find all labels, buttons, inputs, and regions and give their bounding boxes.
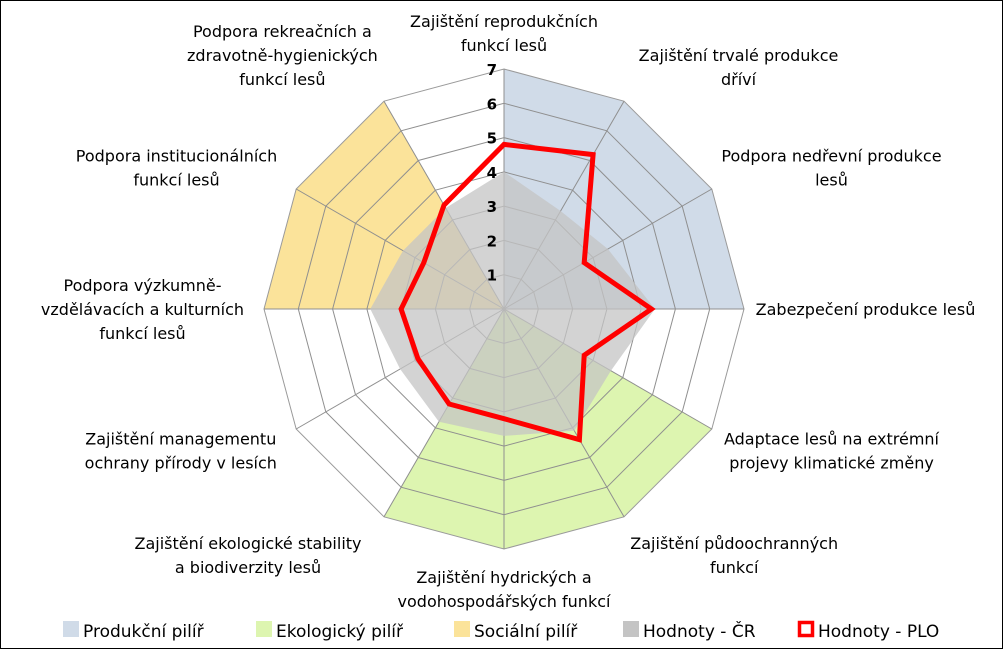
category-label: Zajištění ekologické stability a biodiver… — [134, 534, 361, 577]
tick-label: 1 — [487, 267, 497, 285]
legend-swatch — [63, 621, 79, 637]
category-label-line: a biodiverzity lesů — [175, 558, 321, 577]
category-label-line: lesů — [815, 171, 848, 190]
tick-label: 2 — [487, 232, 497, 250]
category-label: Adaptace lesů na extrémní projevy klimati… — [724, 429, 940, 472]
legend-item: Produkční pilíř — [63, 621, 205, 642]
tick-label: 6 — [487, 95, 497, 113]
legend-swatch — [623, 621, 639, 637]
category-label-line: Podpora rekreačních a — [193, 22, 372, 41]
category-label-line: funkcí lesů — [99, 324, 185, 343]
legend-swatch — [800, 623, 813, 636]
category-label-line: vodohospodářských funkcí — [398, 592, 611, 611]
legend-swatch — [454, 621, 470, 637]
category-label: Podpora rekreačních a zdravotně-hygienick… — [187, 22, 378, 89]
category-label-line: funkcí — [710, 558, 759, 577]
category-label: Zabezpečení produkce lesů — [756, 300, 976, 319]
category-label-line: projevy klimatické změny — [729, 453, 934, 472]
category-label-line: ochrany přírody v lesích — [85, 453, 277, 472]
category-label: Podpora nedřevní produkce lesů — [721, 147, 941, 190]
tick-label: 4 — [487, 164, 497, 182]
legend-item: Sociální pilíř — [454, 621, 578, 642]
category-label: Podpora institucionálních funkcí lesů — [76, 147, 277, 190]
legend-label: Hodnoty - ČR — [643, 620, 756, 642]
legend-item: Hodnoty - ČR — [623, 620, 756, 642]
category-label-line: Zajištění trvalé produkce — [639, 46, 839, 65]
category-label: Zajištění hydrických a vodohospodářských … — [398, 568, 611, 611]
legend-item: Ekologický pilíř — [256, 621, 404, 642]
legend-label: Hodnoty - PLO — [818, 622, 939, 642]
tick-label: 7 — [487, 61, 497, 79]
category-label-line: vzdělávacích a kulturních — [41, 300, 244, 319]
tick-label: 5 — [487, 130, 497, 148]
category-label-line: funkcí lesů — [133, 171, 219, 190]
legend-label: Ekologický pilíř — [276, 622, 404, 642]
category-label: Zajištění reprodukčních funkcí lesů — [410, 12, 598, 55]
category-label-line: Zajištění půdoochranných — [630, 534, 838, 553]
tick-label: 3 — [487, 198, 497, 216]
category-label-line: Podpora nedřevní produkce — [721, 147, 941, 166]
category-label: Zajištění managementu ochrany přírody v l… — [85, 429, 277, 472]
category-label: Zajištění půdoochranných funkcí — [630, 534, 838, 577]
category-label-line: Podpora výzkumně- — [63, 276, 221, 295]
legend-swatch — [256, 621, 272, 637]
legend-item: Hodnoty - PLO — [800, 622, 940, 642]
legend-label: Sociální pilíř — [474, 622, 578, 642]
category-label-line: funkcí lesů — [239, 70, 325, 89]
category-label-line: Podpora institucionálních — [76, 147, 277, 166]
legend-label: Produkční pilíř — [83, 622, 205, 642]
category-label-line: Zajištění reprodukčních — [410, 12, 598, 31]
category-label-line: dříví — [721, 70, 757, 89]
category-label-line: Adaptace lesů na extrémní — [724, 429, 940, 448]
category-label-line: Zajištění ekologické stability — [134, 534, 361, 553]
category-label: Zajištění trvalé produkce dříví — [639, 46, 839, 89]
category-label-line: Zajištění managementu — [85, 429, 276, 448]
category-label: Podpora výzkumně-vzdělávacích a kulturní… — [41, 276, 244, 343]
category-label-line: funkcí lesů — [461, 36, 547, 55]
category-label-line: Zabezpečení produkce lesů — [756, 300, 976, 319]
category-label-line: zdravotně-hygienických — [187, 46, 378, 65]
category-label-line: Zajištění hydrických a — [416, 568, 591, 587]
